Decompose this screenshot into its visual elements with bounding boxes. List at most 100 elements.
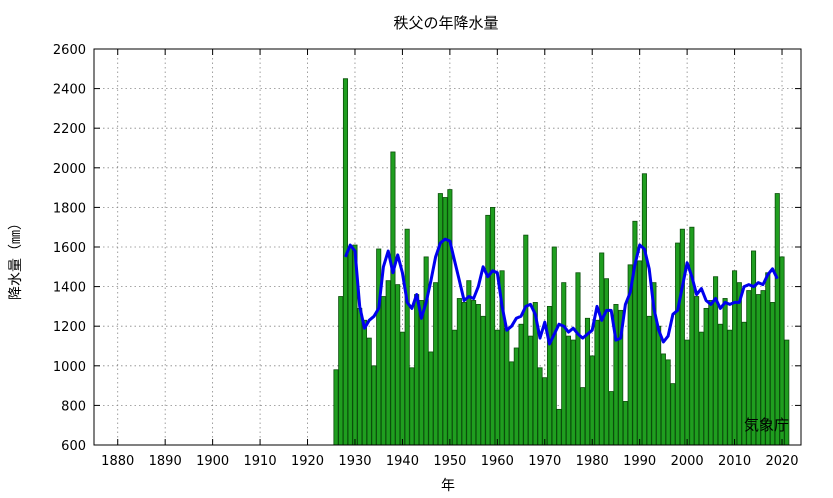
bar xyxy=(466,280,472,446)
x-tick-label: 2020 xyxy=(765,454,798,469)
bar xyxy=(694,296,700,446)
bar xyxy=(523,234,529,446)
bar xyxy=(660,353,666,446)
bar xyxy=(433,282,439,446)
bar xyxy=(736,282,742,446)
bar xyxy=(646,315,652,446)
bar xyxy=(452,329,458,446)
bar xyxy=(437,193,443,446)
y-tick-label: 600 xyxy=(61,439,86,454)
bar xyxy=(414,294,420,446)
bar xyxy=(418,300,424,446)
bar xyxy=(551,246,557,446)
bar xyxy=(390,151,396,446)
bar xyxy=(376,248,382,446)
y-tick-label: 1400 xyxy=(53,281,86,296)
y-axis-label: 降水量（㎜） xyxy=(8,216,24,300)
bar xyxy=(665,359,671,446)
bar xyxy=(732,270,738,446)
bar xyxy=(542,377,548,446)
bar xyxy=(599,252,605,446)
bar xyxy=(641,173,647,446)
bar xyxy=(656,325,662,446)
x-tick-label: 1900 xyxy=(196,454,229,469)
x-tick-label: 1990 xyxy=(623,454,656,469)
bar xyxy=(528,335,534,446)
y-tick-label: 2400 xyxy=(53,83,86,98)
bar xyxy=(603,278,609,446)
x-tick-label: 2010 xyxy=(718,454,751,469)
bar xyxy=(679,228,685,446)
bar xyxy=(399,331,405,446)
bar xyxy=(409,367,415,446)
y-axis-ticks: 600 800 1000 1200 1400 1600 1800 2000 2200 2400 26… xyxy=(53,43,801,454)
bar xyxy=(485,214,491,446)
y-tick-label: 1200 xyxy=(53,320,86,335)
bar xyxy=(518,323,524,446)
bar xyxy=(637,260,643,446)
bar xyxy=(342,78,349,446)
x-axis-label: 年 xyxy=(441,478,455,494)
bar xyxy=(494,329,500,446)
bar xyxy=(556,408,562,446)
y-tick-label: 1600 xyxy=(53,241,86,256)
bar xyxy=(504,327,510,446)
bar xyxy=(537,367,543,446)
bar xyxy=(670,383,676,446)
bar xyxy=(589,355,595,446)
chart-title: 秩父の年降水量 xyxy=(393,14,498,32)
x-tick-label: 1960 xyxy=(481,454,514,469)
y-tick-label: 800 xyxy=(61,399,86,414)
bar xyxy=(708,300,714,446)
bar xyxy=(333,369,339,446)
bar xyxy=(404,228,410,446)
y-tick-label: 1800 xyxy=(53,201,86,216)
x-tick-label: 1970 xyxy=(528,454,561,469)
x-tick-label: 1980 xyxy=(576,454,609,469)
bar xyxy=(561,282,567,446)
bar xyxy=(461,302,467,446)
bar xyxy=(684,339,690,446)
x-tick-label: 1880 xyxy=(101,454,134,469)
line-series xyxy=(344,237,779,346)
x-tick-label: 1950 xyxy=(433,454,466,469)
bar xyxy=(774,193,780,446)
bar xyxy=(447,189,453,446)
bar xyxy=(717,323,723,446)
bar xyxy=(722,298,728,446)
bar xyxy=(475,304,481,446)
x-tick-label: 1920 xyxy=(291,454,324,469)
y-tick-label: 2000 xyxy=(53,162,86,177)
y-tick-label: 1000 xyxy=(53,360,86,375)
x-tick-label: 1940 xyxy=(386,454,419,469)
x-tick-label: 1910 xyxy=(244,454,277,469)
bar xyxy=(338,296,344,446)
x-axis-ticks: 1880 1890 1900 1910 1920 1930 1940 1950 1960 1970… xyxy=(101,49,799,469)
bar xyxy=(546,305,553,446)
bar xyxy=(385,280,391,446)
bar xyxy=(580,387,586,446)
x-tick-label: 2000 xyxy=(671,454,704,469)
bar xyxy=(428,351,434,446)
bar xyxy=(698,331,704,446)
bar xyxy=(703,307,709,446)
bar xyxy=(347,246,353,446)
bar xyxy=(575,272,581,446)
bar xyxy=(395,284,401,446)
bar xyxy=(380,296,386,446)
bar xyxy=(509,361,515,446)
bar xyxy=(423,256,429,446)
bar xyxy=(361,319,367,446)
source-watermark: 気象庁 xyxy=(744,416,789,434)
bar xyxy=(622,401,628,446)
bar xyxy=(594,319,600,446)
bar xyxy=(675,242,681,446)
bar xyxy=(689,226,695,446)
bar xyxy=(513,347,519,446)
x-tick-label: 1890 xyxy=(149,454,182,469)
bar xyxy=(570,339,576,446)
y-tick-label: 2600 xyxy=(53,43,86,58)
bar xyxy=(366,337,372,446)
y-tick-label: 2200 xyxy=(53,122,86,137)
